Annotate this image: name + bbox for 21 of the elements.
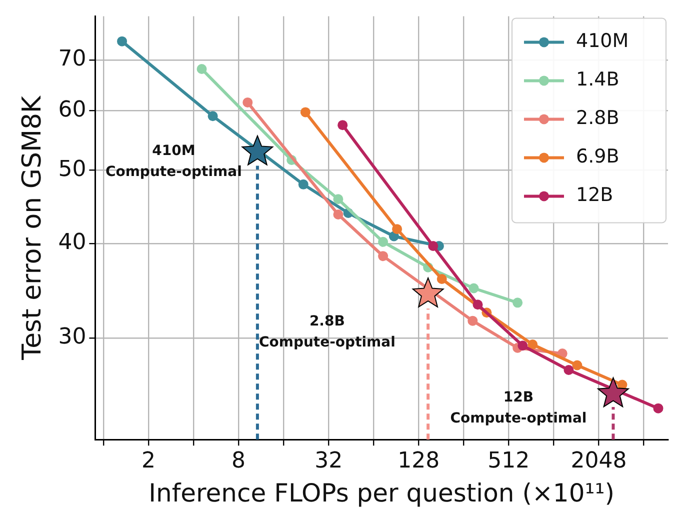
x-tick-label: 512	[488, 448, 530, 474]
y-tick-label: 60	[58, 97, 86, 122]
x-tick-label: 128	[398, 448, 440, 474]
annotation: 410M Compute-optimal	[105, 143, 242, 180]
legend-label: 6.9B	[576, 146, 620, 168]
legend-label: 12B	[576, 184, 614, 206]
legend-label: 1.4B	[576, 68, 620, 91]
x-tick-label: 8	[232, 448, 246, 474]
y-axis-title: Test error on GSM8K	[17, 94, 48, 361]
y-tick-label: 70	[58, 46, 86, 72]
x-tick-label: 2048	[570, 448, 627, 474]
y-tick-label: 50	[58, 157, 86, 182]
y-tick-label: 40	[58, 230, 86, 256]
x-tick-label: 2	[142, 448, 156, 474]
x-tick-label: 32	[314, 448, 343, 474]
legend-label: 2.8B	[576, 107, 620, 130]
y-tick-label: 30	[58, 324, 86, 350]
annotation: 2.8B Compute-optimal	[258, 313, 396, 350]
legend-label: 410M	[576, 30, 629, 52]
annotation: 12B Compute-optimal	[450, 389, 587, 426]
x-axis-title: Inference FLOPs per question (×10¹¹)	[148, 478, 615, 508]
